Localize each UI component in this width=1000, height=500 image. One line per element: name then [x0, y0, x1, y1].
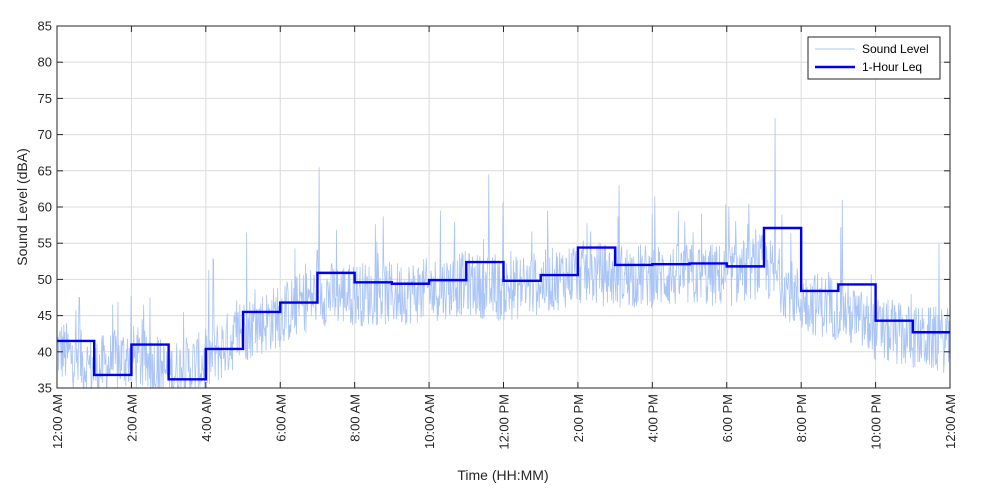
- y-tick-label: 65: [38, 163, 52, 178]
- legend-label-sound-level: Sound Level: [862, 42, 929, 56]
- x-tick-label: 4:00 PM: [645, 394, 660, 442]
- y-tick-label: 80: [38, 55, 52, 70]
- x-tick-label: 2:00 PM: [571, 394, 586, 442]
- y-tick-label: 70: [38, 127, 52, 142]
- y-axis-ticks: 35 40 45 50 55 60 65 70 75 80 85: [38, 19, 950, 396]
- x-axis-ticks: 12:00 AM 2:00 AM 4:00 AM 6:00 AM 8:00 AM 10:0…: [50, 26, 958, 450]
- legend: Sound Level 1-Hour Leq: [807, 36, 941, 80]
- x-tick-label: 12:00 PM: [497, 394, 512, 450]
- x-tick-label: 6:00 AM: [273, 394, 288, 442]
- y-axis-label: Sound Level (dBA): [14, 148, 30, 266]
- x-axis-label: Time (HH:MM): [457, 467, 548, 483]
- y-tick-label: 40: [38, 344, 52, 359]
- y-tick-label: 45: [38, 308, 52, 323]
- x-tick-label: 8:00 AM: [348, 394, 363, 442]
- x-tick-label: 12:00 AM: [50, 394, 65, 449]
- leq-step-line: [57, 226, 950, 381]
- x-tick-label: 4:00 AM: [199, 394, 214, 442]
- y-tick-label: 60: [38, 200, 52, 215]
- y-tick-label: 50: [38, 272, 52, 287]
- y-tick-label: 85: [38, 19, 52, 34]
- x-tick-label: 10:00 AM: [422, 394, 437, 449]
- sound-level-series: [56, 117, 951, 390]
- y-tick-label: 75: [38, 91, 52, 106]
- x-tick-label: 2:00 AM: [124, 394, 139, 442]
- y-tick-label: 55: [38, 236, 52, 251]
- x-tick-label: 8:00 PM: [794, 394, 809, 442]
- sound-level-line: [56, 117, 951, 390]
- x-tick-label: 10:00 PM: [869, 394, 884, 450]
- legend-box: [807, 36, 941, 80]
- legend-label-leq: 1-Hour Leq: [862, 60, 922, 74]
- leq-series: [57, 226, 950, 381]
- x-tick-label: 12:00 AM: [943, 394, 958, 449]
- y-tick-label: 35: [38, 381, 52, 396]
- x-tick-label: 6:00 PM: [720, 394, 735, 442]
